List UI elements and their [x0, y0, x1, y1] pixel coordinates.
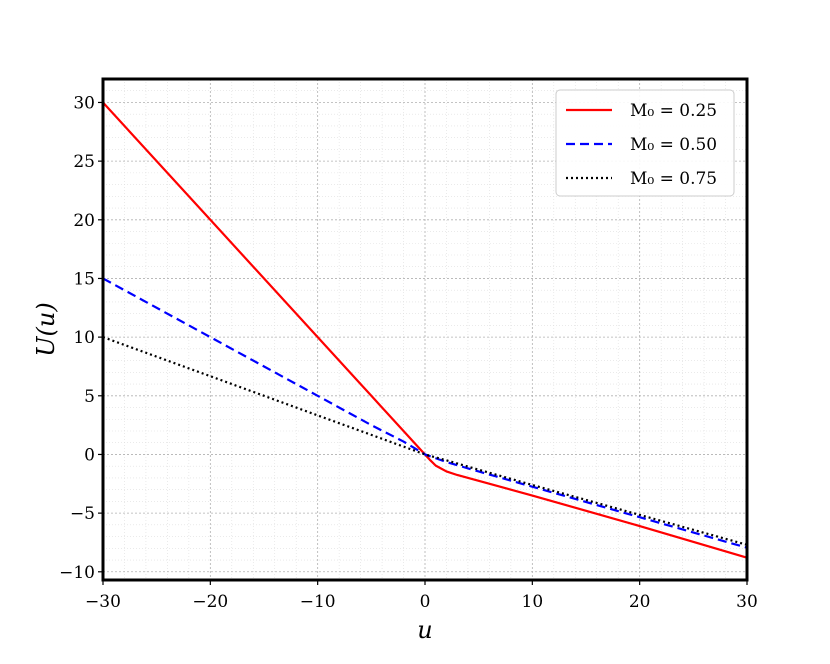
legend-box: [555, 89, 735, 197]
legend: M₀ = 0.25 M₀ = 0.50 M₀ = 0.75: [555, 89, 735, 197]
y-axis-label: U(u): [32, 302, 60, 356]
series-lines: [102, 101, 748, 559]
x-tick-label: 30: [736, 592, 758, 612]
axis-ticks: −30 −20 −10 0 10 20 30 −10 −5 0 5 10 15 20 25 30: [59, 93, 758, 612]
y-tick-label: 25: [73, 152, 95, 172]
x-tick-label: 0: [420, 592, 431, 612]
series-line-3: [102, 336, 748, 546]
x-tick-label: −10: [300, 592, 336, 612]
grid: [102, 78, 748, 580]
y-tick-label: 30: [73, 93, 95, 113]
y-tick-label: −5: [70, 504, 95, 524]
x-tick-label: −30: [85, 592, 121, 612]
x-tick-label: −20: [192, 592, 228, 612]
y-tick-label: −10: [59, 563, 95, 583]
legend-label-3: M₀ = 0.75: [630, 169, 717, 189]
y-tick-label: 0: [84, 445, 95, 465]
y-tick-label: 15: [73, 269, 95, 289]
legend-label-2: M₀ = 0.50: [630, 135, 717, 155]
y-tick-label: 20: [73, 211, 95, 231]
x-axis-label: u: [417, 616, 432, 644]
y-tick-label: 10: [73, 328, 95, 348]
x-tick-label: 20: [629, 592, 651, 612]
x-tick-label: 10: [522, 592, 544, 612]
series-line-2: [102, 277, 748, 549]
series-line-1: [102, 101, 748, 559]
legend-label-1: M₀ = 0.25: [630, 101, 717, 121]
y-tick-label: 5: [84, 387, 95, 407]
